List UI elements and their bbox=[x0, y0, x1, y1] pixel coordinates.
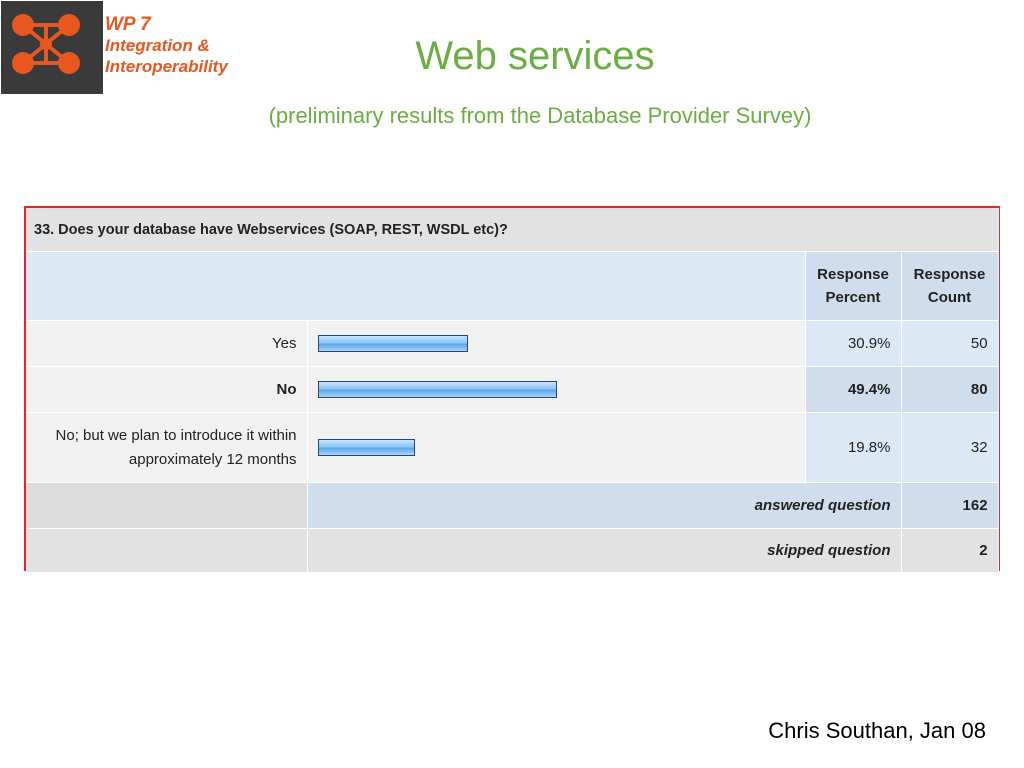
answered-count: 162 bbox=[901, 482, 999, 529]
response-percent-header: Response Percent bbox=[805, 251, 902, 321]
slide-subtitle: (preliminary results from the Database P… bbox=[268, 103, 812, 128]
skipped-count: 2 bbox=[901, 528, 999, 573]
response-percent: 30.9% bbox=[805, 320, 902, 367]
work-package-brand: WP 7 Integration & Interoperability bbox=[105, 14, 228, 77]
answer-label: No; but we plan to introduce it within a… bbox=[26, 412, 308, 483]
response-bar bbox=[317, 439, 415, 456]
answer-label-line2: approximately 12 months bbox=[128, 450, 297, 468]
header-percent-line2: Percent bbox=[825, 289, 881, 306]
brand-line-3: Interoperability bbox=[105, 57, 228, 76]
answered-blank bbox=[26, 482, 308, 529]
brand-line-1: WP 7 bbox=[105, 14, 151, 35]
network-nodes-icon bbox=[12, 14, 80, 74]
answer-bar-cell bbox=[307, 366, 806, 413]
slide-title: Web services bbox=[415, 34, 655, 78]
author-credit: Chris Southan, Jan 08 bbox=[768, 718, 986, 743]
response-percent: 49.4% bbox=[805, 366, 902, 413]
answered-label: answered question bbox=[307, 482, 902, 529]
skipped-blank bbox=[26, 528, 308, 573]
answer-row-no: No 49.4% 80 bbox=[26, 366, 999, 413]
response-count: 80 bbox=[901, 366, 999, 413]
question-text: 33. Does your database have Webservices … bbox=[26, 208, 999, 252]
answer-label: No bbox=[26, 366, 308, 413]
answer-label: Yes bbox=[26, 320, 308, 367]
answer-row-planned: No; but we plan to introduce it within a… bbox=[26, 412, 999, 483]
response-bar bbox=[317, 335, 468, 352]
answer-bar-cell bbox=[307, 320, 806, 367]
survey-results-table: 33. Does your database have Webservices … bbox=[24, 206, 1000, 573]
answer-label-line1: No; but we plan to introduce it within bbox=[55, 426, 297, 444]
answer-row-yes: Yes 30.9% 50 bbox=[26, 320, 999, 367]
response-count-header: Response Count bbox=[901, 251, 999, 321]
skipped-label: skipped question bbox=[307, 528, 902, 573]
header-percent-line1: Response bbox=[817, 266, 889, 283]
response-percent: 19.8% bbox=[805, 412, 902, 483]
response-count: 50 bbox=[901, 320, 999, 367]
header-count-line2: Count bbox=[927, 289, 972, 306]
skipped-row: skipped question 2 bbox=[26, 528, 999, 573]
network-nodes-logo bbox=[1, 1, 103, 94]
answered-row: answered question 162 bbox=[26, 482, 999, 529]
answer-bar-cell bbox=[307, 412, 806, 483]
header-blank bbox=[26, 251, 806, 321]
response-bar bbox=[317, 381, 557, 398]
response-count: 32 bbox=[901, 412, 999, 483]
brand-line-2: Integration & bbox=[105, 36, 210, 55]
header-count-line1: Response bbox=[913, 266, 986, 283]
